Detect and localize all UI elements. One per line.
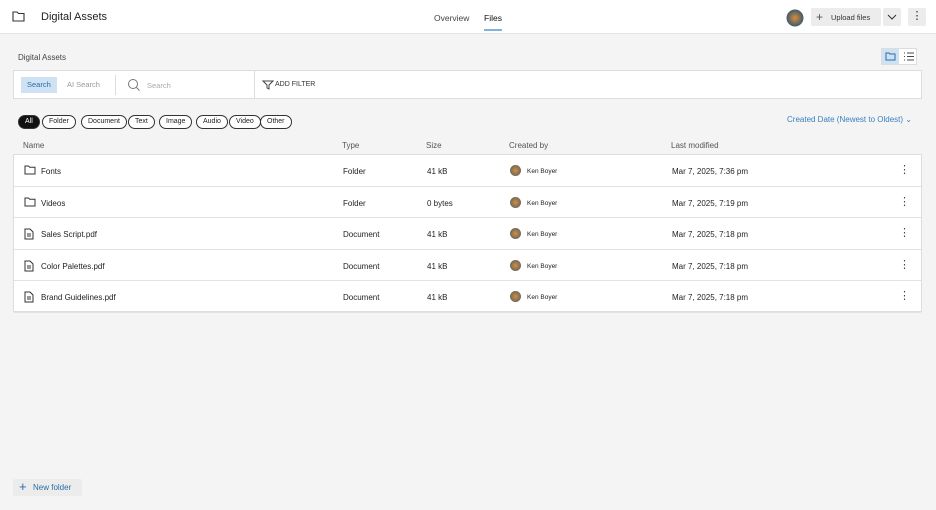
search-input[interactable]: Search: [147, 81, 171, 90]
tab[interactable]: Files: [484, 13, 502, 31]
sort-label: Created Date (Newest to Oldest): [787, 115, 904, 124]
folder-icon: [12, 11, 25, 22]
cell: Ken Boyer: [527, 231, 558, 238]
creator-avatar: [510, 165, 521, 176]
table-row[interactable]: Sales Script.pdf Document 41 kB Ken Boyer Ma…: [14, 218, 921, 250]
column-header[interactable]: Last modified: [671, 141, 719, 150]
column-header[interactable]: Name: [23, 141, 45, 150]
row-menu[interactable]: ⋮: [899, 290, 910, 302]
row-menu[interactable]: ⋮: [899, 258, 910, 271]
folder-icon: [24, 197, 36, 209]
icon-graphic: [24, 228, 34, 240]
file-icon: [24, 260, 34, 274]
chevron: [887, 14, 897, 20]
table-row[interactable]: Fonts Folder 41 kB Ken Boyer Mar 7, 2025, 7:…: [14, 155, 921, 187]
cell: Fonts: [41, 167, 62, 176]
cell: Videos: [41, 198, 66, 208]
filter-pill[interactable]: Other: [260, 115, 292, 129]
breadcrumb: Digital Assets: [18, 53, 67, 62]
cell: Mar 7, 2025, 7:18 pm: [672, 261, 749, 271]
filter-pill[interactable]: Video: [229, 115, 261, 129]
table-row[interactable]: Color Palettes.pdf Document 41 kB Ken Boyer…: [14, 250, 921, 281]
upload-label: Upload files: [831, 13, 871, 22]
new-folder-button[interactable]: + New folder: [13, 479, 82, 496]
cell: Ken Boyer: [527, 199, 558, 207]
icon-graphic: [24, 197, 36, 206]
cell: Ken Boyer: [527, 294, 558, 301]
more-menu[interactable]: ⋮: [908, 8, 926, 26]
file-icon: [24, 291, 34, 305]
list-view[interactable]: [901, 49, 916, 64]
filter-pill[interactable]: Image: [159, 115, 193, 129]
folder-icon: [24, 165, 36, 177]
column-header[interactable]: Created by: [509, 141, 549, 150]
cell: 41 kB: [427, 261, 448, 271]
creator-avatar: [510, 196, 521, 208]
row-menu[interactable]: ⋮: [899, 164, 910, 176]
cell: 41 kB: [427, 293, 448, 302]
cell: Mar 7, 2025, 7:19 pm: [672, 198, 749, 208]
row-menu[interactable]: ⋮: [899, 195, 910, 208]
cell: Ken Boyer: [527, 262, 558, 270]
upload-button[interactable]: + Upload files: [811, 8, 881, 26]
row-menu[interactable]: ⋮: [899, 227, 910, 239]
avatar[interactable]: [786, 9, 804, 27]
grid-view[interactable]: [882, 49, 899, 64]
cell: 41 kB: [427, 230, 448, 239]
filter-pill[interactable]: Document: [81, 115, 127, 129]
cell: Sales Script.pdf: [41, 230, 98, 239]
cell: Color Palettes.pdf: [41, 261, 105, 271]
cell: Brand Guidelines.pdf: [41, 293, 116, 302]
column-header[interactable]: Type: [342, 141, 360, 150]
cell: Ken Boyer: [527, 168, 558, 175]
new-folder-label: New folder: [33, 483, 72, 492]
file-icon: [24, 228, 34, 242]
tab[interactable]: Overview: [434, 13, 470, 23]
filter-pill[interactable]: Folder: [42, 115, 76, 129]
cell: 0 bytes: [427, 198, 453, 208]
top-bar: Digital Assets + Upload files ⋮: [0, 0, 936, 34]
add-filter[interactable]: ADD FILTER: [275, 81, 316, 88]
cell: Mar 7, 2025, 7:36 pm: [672, 167, 749, 176]
search-icon: [128, 79, 140, 91]
divider: [254, 71, 255, 98]
filter-icon: [262, 80, 274, 90]
file-table: Fonts Folder 41 kB Ken Boyer Mar 7, 2025, 7:…: [13, 154, 922, 313]
creator-avatar: [510, 291, 521, 302]
search-mode[interactable]: AI Search: [67, 80, 100, 89]
table-row[interactable]: Brand Guidelines.pdf Document 41 kB Ken Boy…: [14, 281, 921, 313]
upload-menu[interactable]: [883, 8, 901, 26]
cell: Mar 7, 2025, 7:18 pm: [672, 230, 749, 239]
divider: [115, 75, 116, 95]
folder-icon: [885, 52, 896, 61]
cell: Mar 7, 2025, 7:18 pm: [672, 293, 749, 302]
page-title: Digital Assets: [41, 11, 108, 23]
filter-pill[interactable]: Audio: [196, 115, 228, 129]
cell: Folder: [343, 198, 366, 208]
cell: Folder: [343, 167, 366, 176]
creator-avatar: [510, 259, 521, 271]
sort-dropdown[interactable]: Created Date (Newest to Oldest) ⌄: [787, 115, 912, 124]
filter-pill[interactable]: All: [18, 115, 40, 129]
cell: Document: [343, 230, 380, 239]
search-mode[interactable]: Search: [21, 77, 57, 93]
creator-avatar: [510, 228, 521, 239]
icon-graphic: [24, 260, 34, 271]
column-header[interactable]: Size: [426, 141, 442, 150]
icon-graphic: [24, 291, 34, 303]
table-row[interactable]: Videos Folder 0 bytes Ken Boyer Mar 7, 2025,…: [14, 187, 921, 218]
view-toggle: [881, 48, 917, 65]
search-bar: Search ADD FILTER Search AI Search: [13, 70, 922, 99]
cell: 41 kB: [427, 167, 448, 176]
icon-graphic: [24, 165, 36, 175]
cell: Document: [343, 261, 380, 271]
cell: Document: [343, 293, 380, 302]
filter-pill[interactable]: Text: [128, 115, 155, 129]
